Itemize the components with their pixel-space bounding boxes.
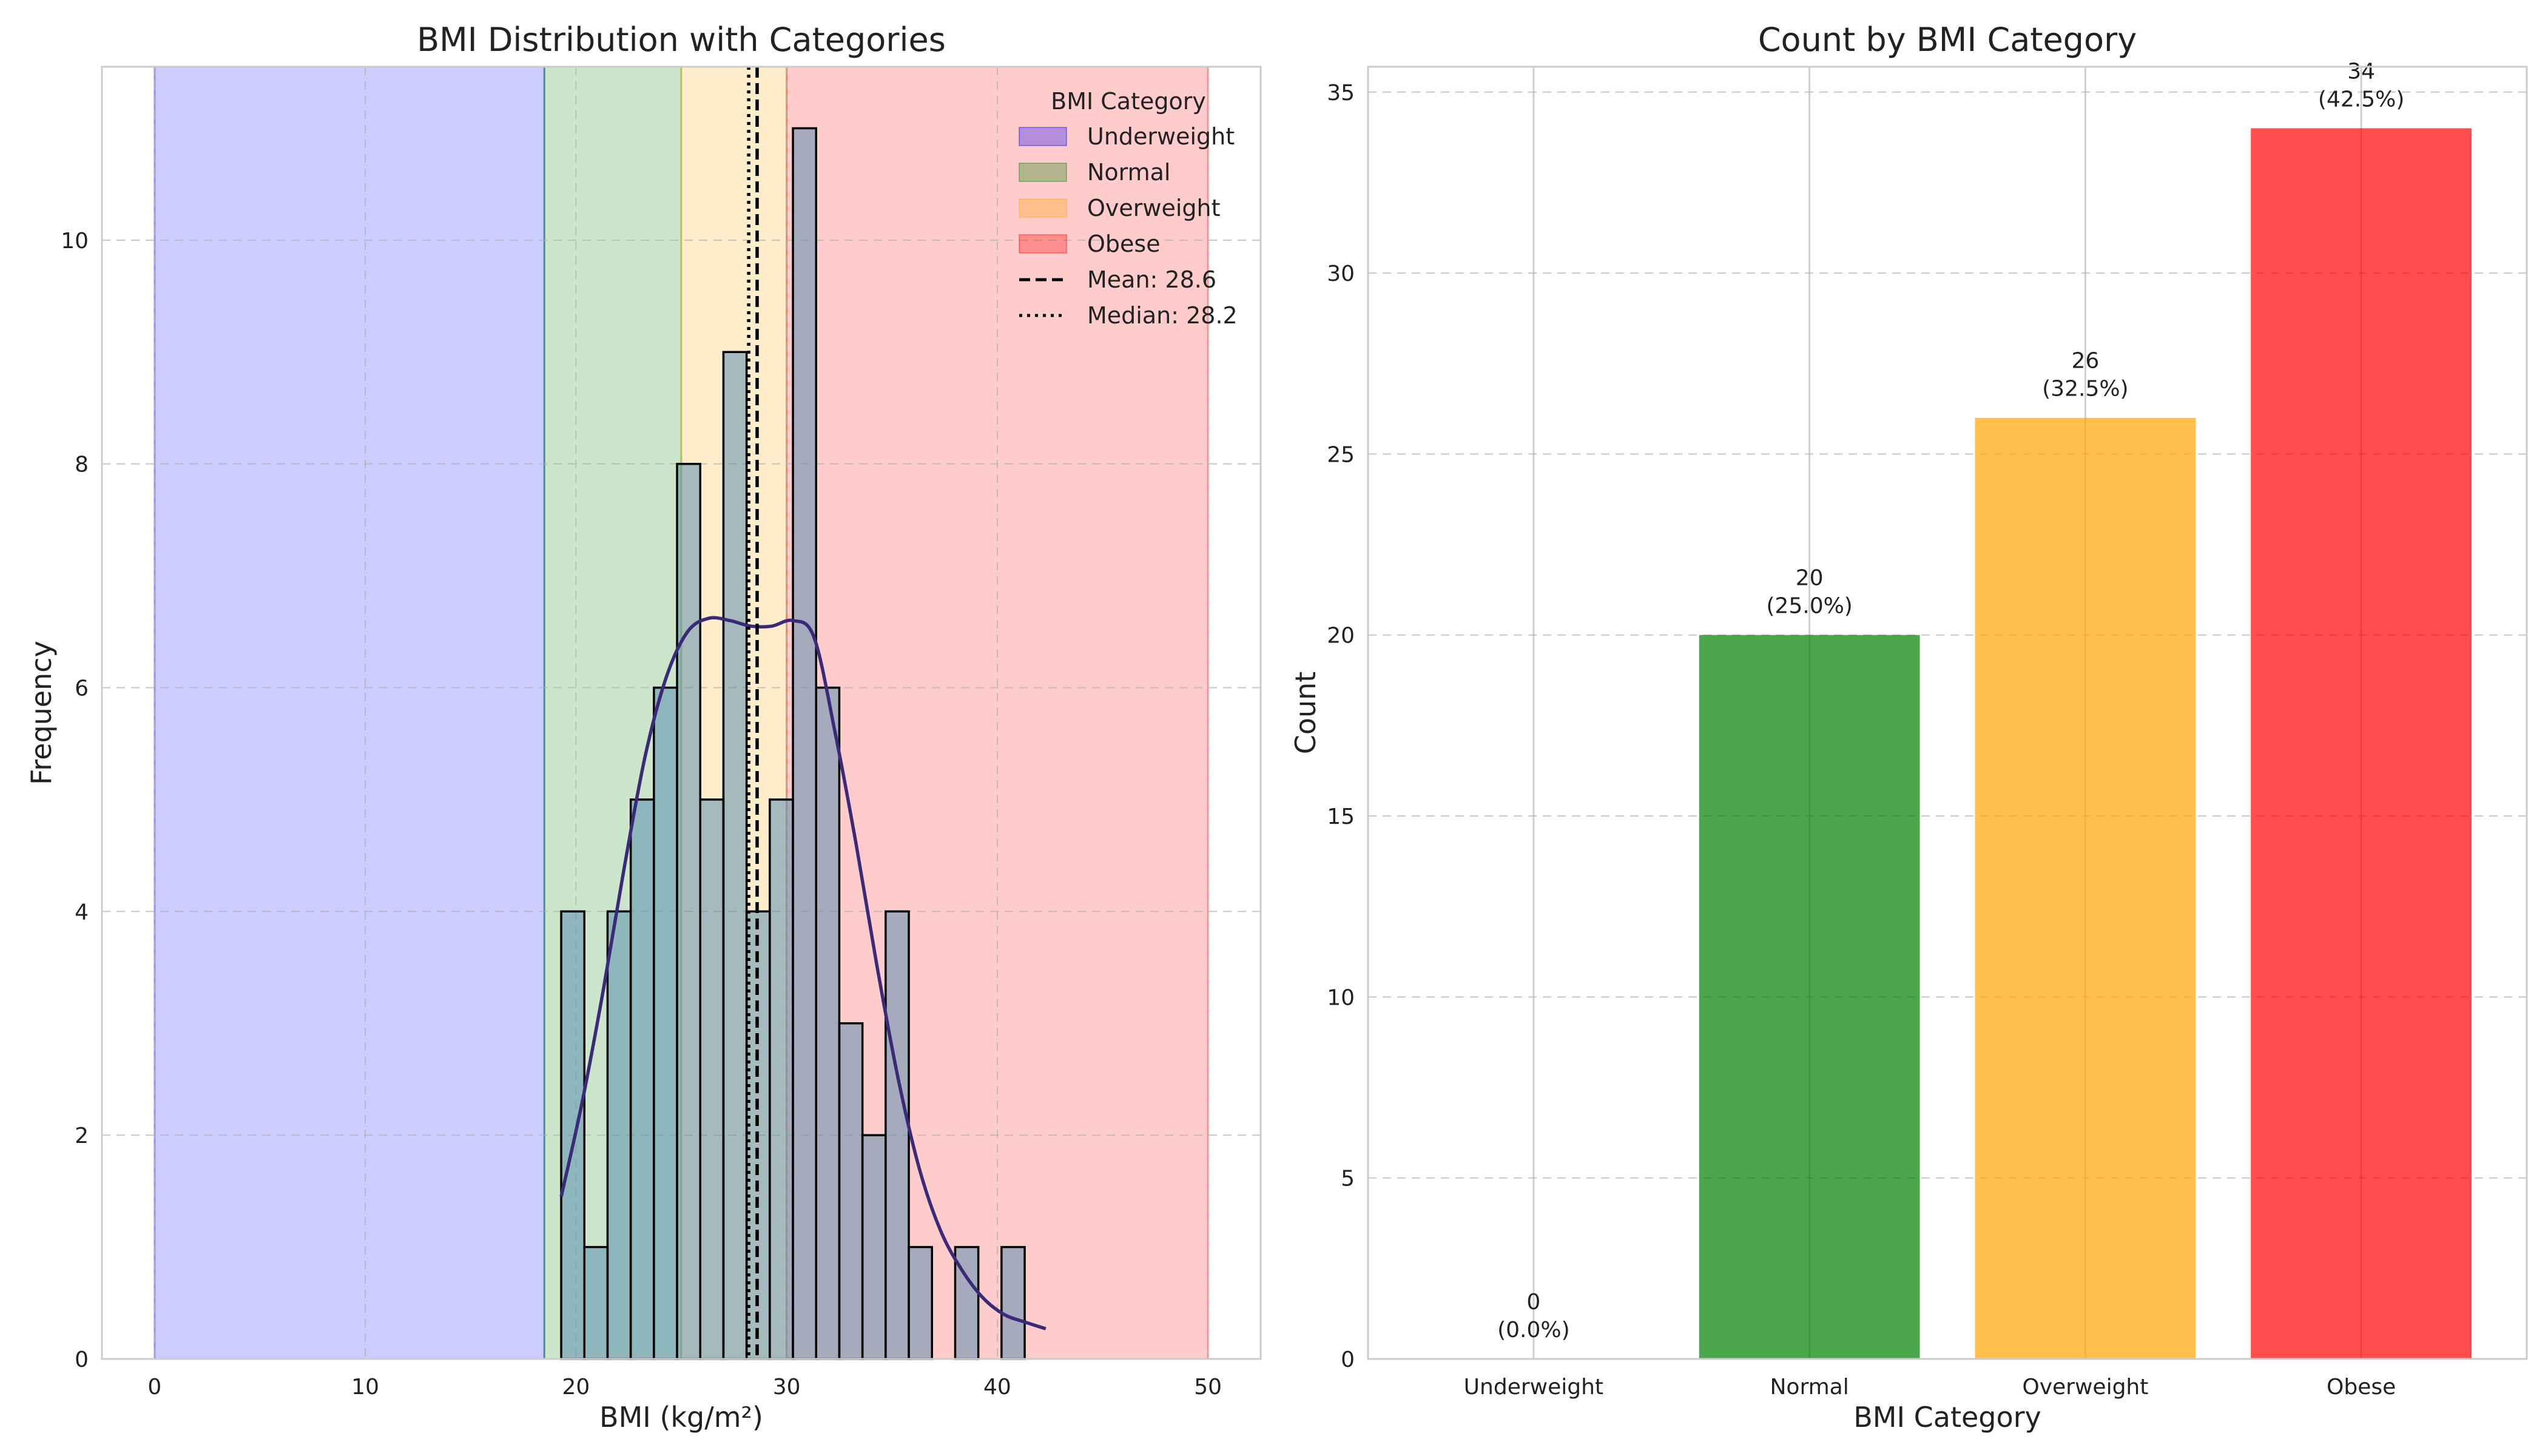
plot-frame bbox=[1367, 66, 2528, 1360]
legend-label: Median: 28.2 bbox=[1087, 302, 1238, 329]
histogram-bar bbox=[629, 798, 655, 1360]
x-tick-label: 50 bbox=[1194, 1375, 1222, 1400]
category-bar-chart: Count by BMI Category BMI Category Count… bbox=[1289, 21, 2528, 1434]
y-tick-label: 10 bbox=[61, 229, 89, 254]
legend-swatch-underweight bbox=[1019, 127, 1067, 146]
histogram-bar bbox=[815, 686, 841, 1360]
bar-chart-x-axis-label: BMI Category bbox=[1853, 1401, 2041, 1434]
histogram-bar bbox=[722, 351, 748, 1360]
y-tick-label: 30 bbox=[1327, 261, 1355, 286]
bar-count-label: 20 bbox=[1796, 566, 1824, 591]
y-tick-label: 0 bbox=[75, 1347, 89, 1372]
y-tick-label: 6 bbox=[75, 676, 89, 701]
x-tick-label: Normal bbox=[1770, 1375, 1849, 1400]
y-tick-label: 0 bbox=[1341, 1347, 1355, 1372]
legend-label: Mean: 28.6 bbox=[1087, 266, 1216, 293]
legend-label: Normal bbox=[1087, 159, 1171, 186]
y-tick-label: 35 bbox=[1327, 81, 1355, 106]
bar-count-label: 26 bbox=[2071, 349, 2099, 374]
x-tick-label: 0 bbox=[147, 1375, 161, 1400]
bar-count-label: 34 bbox=[2347, 59, 2375, 84]
x-tick-label: Underweight bbox=[1464, 1375, 1603, 1400]
histogram-bar bbox=[560, 910, 586, 1360]
histogram-bar bbox=[908, 1245, 934, 1360]
plot-frame bbox=[101, 66, 1262, 1360]
histogram-bar bbox=[653, 686, 678, 1360]
histogram-bar bbox=[699, 798, 725, 1360]
y-tick-label: 20 bbox=[1327, 624, 1355, 649]
x-tick-label: 20 bbox=[562, 1375, 590, 1400]
histogram-bar bbox=[606, 910, 632, 1360]
legend-swatch-overweight bbox=[1019, 198, 1067, 218]
bar-percent-label: (32.5%) bbox=[2042, 377, 2128, 402]
histogram-y-axis-label: Frequency bbox=[25, 641, 58, 785]
histogram-bar bbox=[769, 798, 794, 1360]
y-tick-label: 25 bbox=[1327, 442, 1355, 467]
y-tick-label: 8 bbox=[75, 453, 89, 477]
histogram-bar bbox=[885, 910, 910, 1360]
bar-count-label: 0 bbox=[1526, 1290, 1540, 1315]
x-tick-label: Overweight bbox=[2022, 1375, 2148, 1400]
histogram-bar bbox=[676, 462, 702, 1360]
histogram-bar bbox=[838, 1022, 864, 1360]
histogram-bar bbox=[1000, 1245, 1026, 1360]
histogram-bar bbox=[792, 127, 818, 1360]
y-tick-label: 10 bbox=[1327, 985, 1355, 1010]
histogram-bar bbox=[583, 1245, 609, 1360]
histogram-bar bbox=[861, 1134, 887, 1360]
y-tick-label: 5 bbox=[1341, 1167, 1355, 1191]
legend-label: Overweight bbox=[1087, 195, 1221, 221]
legend-swatch-obese bbox=[1019, 234, 1067, 254]
y-tick-label: 15 bbox=[1327, 804, 1355, 829]
bar-overweight bbox=[1975, 417, 2196, 1359]
bar-percent-label: (0.0%) bbox=[1497, 1318, 1570, 1343]
y-tick-label: 4 bbox=[75, 900, 89, 925]
bar-chart-y-axis-label: Count bbox=[1289, 672, 1322, 755]
y-tick-label: 2 bbox=[75, 1124, 89, 1148]
histogram-x-axis-label: BMI (kg/m²) bbox=[599, 1401, 763, 1434]
bar-percent-label: (25.0%) bbox=[1766, 594, 1852, 619]
band-underweight bbox=[154, 67, 545, 1359]
legend-title: BMI Category bbox=[1051, 88, 1206, 115]
x-tick-label: 30 bbox=[773, 1375, 801, 1400]
bar-obese bbox=[2251, 128, 2472, 1359]
x-tick-label: 40 bbox=[983, 1375, 1011, 1400]
x-tick-label: Obese bbox=[2327, 1375, 2396, 1400]
x-tick-label: 10 bbox=[351, 1375, 379, 1400]
bar-chart-title: Count by BMI Category bbox=[1758, 21, 2137, 59]
legend-label: Obese bbox=[1087, 231, 1161, 257]
bar-percent-label: (42.5%) bbox=[2318, 87, 2404, 112]
bar-normal bbox=[1699, 635, 1920, 1359]
legend-label: Underweight bbox=[1087, 123, 1235, 150]
histogram-chart: BMI Distribution with Categories BMI (kg… bbox=[25, 21, 1262, 1434]
kde-curve bbox=[559, 616, 1046, 1330]
legend-swatch-normal bbox=[1019, 163, 1067, 182]
histogram-title: BMI Distribution with Categories bbox=[417, 21, 946, 59]
